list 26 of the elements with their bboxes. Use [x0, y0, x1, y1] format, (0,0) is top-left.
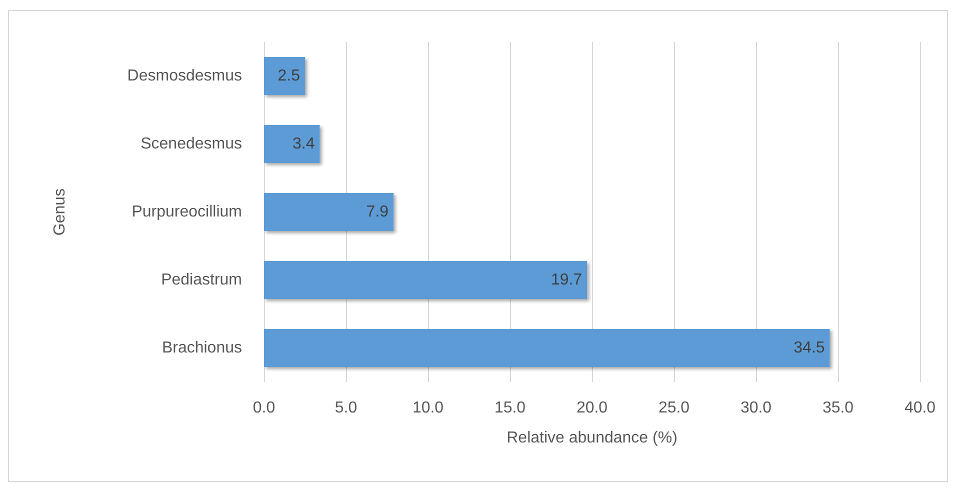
x-tick-label: 40.0: [904, 400, 936, 416]
data-label: 7.9: [366, 204, 389, 220]
x-tick-label: 30.0: [740, 400, 772, 416]
x-tick-label: 5.0: [334, 400, 358, 416]
y-tick-label: Purpureocillium: [132, 204, 242, 220]
x-tick-label: 25.0: [658, 400, 690, 416]
x-axis-title: Relative abundance (%): [506, 430, 678, 446]
x-tick-label: 35.0: [822, 400, 854, 416]
data-label: 19.7: [550, 272, 582, 288]
y-tick-label: Desmosdesmus: [127, 68, 242, 84]
data-label: 34.5: [794, 340, 825, 356]
y-tick-label: Brachionus: [162, 340, 242, 356]
y-axis-title: Genus: [52, 188, 68, 236]
data-label: 3.4: [292, 136, 315, 152]
bar: [264, 329, 830, 367]
x-tick-label: 10.0: [412, 400, 444, 416]
x-tick-label: 0.0: [252, 400, 276, 416]
bar: [264, 193, 394, 231]
x-tick-label: 20.0: [576, 400, 608, 416]
data-label: 2.5: [278, 68, 300, 84]
bar: [264, 125, 320, 163]
bar: [264, 57, 305, 95]
x-tick-label: 15.0: [494, 400, 526, 416]
y-tick-label: Pediastrum: [161, 272, 242, 288]
y-tick-label: Scenedesmus: [140, 136, 242, 152]
bar: [264, 261, 588, 299]
